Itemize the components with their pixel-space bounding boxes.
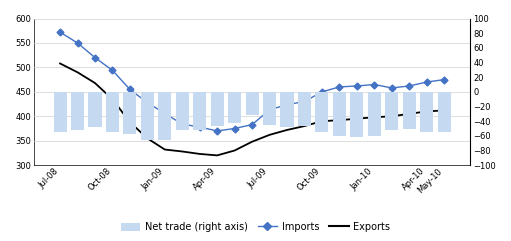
Bar [123, 92, 136, 134]
Bar [385, 92, 398, 130]
Bar [350, 92, 363, 137]
Bar [158, 92, 171, 140]
Bar [71, 92, 84, 130]
Bar [298, 92, 311, 126]
Bar [193, 92, 206, 130]
Bar [281, 92, 293, 127]
Bar [176, 92, 189, 130]
Bar [228, 92, 241, 123]
Bar [368, 92, 381, 136]
Bar [211, 92, 224, 126]
Bar [333, 92, 346, 136]
Bar [245, 92, 259, 115]
Bar [263, 92, 276, 125]
Bar [315, 92, 329, 132]
Bar [106, 92, 119, 132]
Bar [420, 92, 433, 132]
Bar [88, 92, 102, 127]
Bar [437, 92, 451, 132]
Bar [141, 92, 154, 140]
Bar [54, 92, 66, 132]
Legend: Net trade (right axis), Imports, Exports: Net trade (right axis), Imports, Exports [117, 218, 394, 236]
Bar [403, 92, 416, 128]
